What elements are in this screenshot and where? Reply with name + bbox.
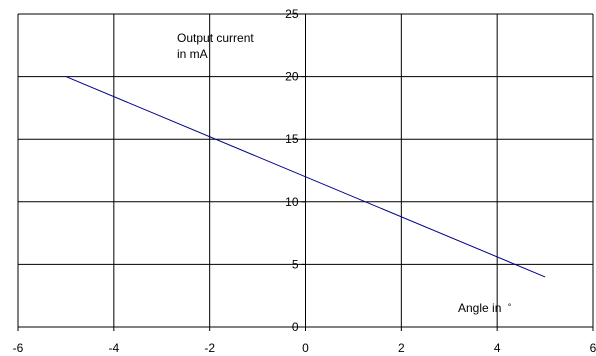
x-axis-label-unit: ° [508,302,512,312]
y-tick-label: 20 [285,70,299,84]
axes [17,13,594,331]
y-axis-label-line-1: Output current [177,31,254,45]
x-tick-label: -4 [108,341,119,355]
y-tick-label: 10 [285,195,299,209]
x-tick-label: 2 [398,341,405,355]
x-tick-label: -6 [13,341,24,355]
y-tick-label: 5 [292,257,299,271]
tick-labels: -6 -4 -2 0 2 4 6 0 5 10 15 20 25 [13,7,596,355]
x-tick-label: 4 [494,341,501,355]
y-tick-label: 25 [285,7,299,21]
y-tick-label: 15 [285,132,299,146]
x-axis-label-text: Angle in [458,301,501,315]
series-layer [65,76,546,278]
x-axis-label: Angle in ° [458,301,512,315]
x-tick-label: -2 [204,341,215,355]
x-tick-label: 0 [302,341,309,355]
series-line-0 [65,76,546,278]
y-tick-label: 0 [292,320,299,334]
y-axis-label-line-2: in mA [177,47,208,61]
x-tick-label: 6 [590,341,596,355]
